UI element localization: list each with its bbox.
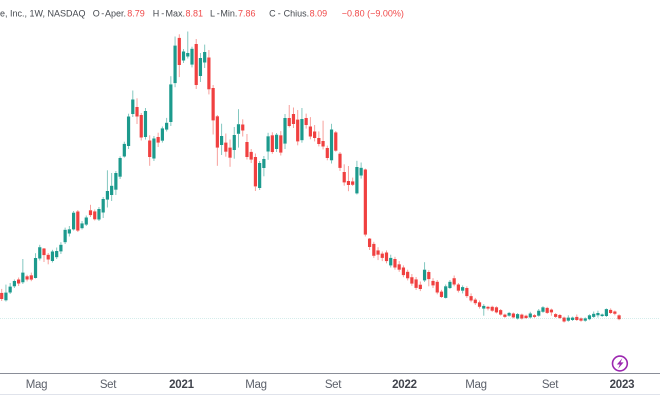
svg-text:2022: 2022 <box>392 379 417 391</box>
svg-text:-: - <box>278 9 281 19</box>
svg-text:O: O <box>93 9 100 19</box>
svg-text:2021: 2021 <box>169 379 195 391</box>
svg-text:Set: Set <box>542 379 559 391</box>
svg-text:H: H <box>153 9 160 19</box>
svg-text:Min.: Min. <box>220 9 237 19</box>
svg-text:7.86: 7.86 <box>238 9 256 19</box>
svg-text:−0.80 (−9.00%): −0.80 (−9.00%) <box>342 9 404 19</box>
svg-text:C: C <box>269 9 276 19</box>
svg-text:8.81: 8.81 <box>186 9 204 19</box>
svg-text:-: - <box>161 9 164 19</box>
svg-text:Max.: Max. <box>166 9 186 19</box>
svg-text:2023: 2023 <box>610 379 635 391</box>
svg-text:Mag: Mag <box>245 379 266 391</box>
svg-text:8.79: 8.79 <box>127 9 145 19</box>
svg-text:-: - <box>101 9 104 19</box>
svg-text:Aper.: Aper. <box>105 9 126 19</box>
svg-text:Mag: Mag <box>26 379 47 391</box>
svg-text:-: - <box>217 9 220 19</box>
svg-text:Set: Set <box>325 379 342 391</box>
svg-text:Set: Set <box>100 379 117 391</box>
svg-text:L: L <box>210 9 215 19</box>
svg-text:8.09: 8.09 <box>310 9 328 19</box>
svg-text:e, Inc., 1W, NASDAQ: e, Inc., 1W, NASDAQ <box>0 9 86 19</box>
svg-text:Mag: Mag <box>465 379 486 391</box>
svg-text:Chius.: Chius. <box>284 9 310 19</box>
